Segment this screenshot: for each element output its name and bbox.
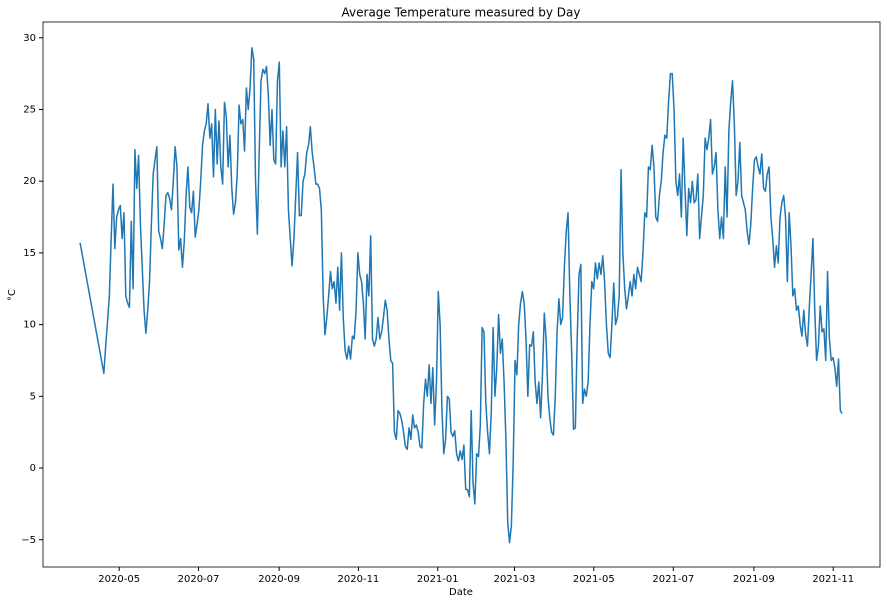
x-axis-label: Date [449, 587, 473, 598]
y-tick-label: 20 [23, 176, 36, 187]
chart-title: Average Temperature measured by Day [342, 6, 581, 20]
y-tick-label: 25 [23, 104, 36, 115]
y-tick-label: 15 [23, 248, 36, 259]
x-tick-label: 2021-01 [417, 574, 459, 585]
data-line [79, 47, 843, 544]
y-tick-label: 10 [23, 320, 36, 331]
x-tick-label: 2021-07 [652, 574, 694, 585]
x-tick-label: 2020-05 [98, 574, 140, 585]
x-tick-label: 2021-11 [812, 574, 854, 585]
y-tick-label: 5 [30, 391, 36, 402]
x-tick-label: 2020-11 [338, 574, 380, 585]
y-tick-label: 0 [30, 463, 36, 474]
x-tick-label: 2021-03 [494, 574, 536, 585]
x-tick-label: 2020-09 [258, 574, 300, 585]
x-tick-label: 2021-09 [733, 574, 775, 585]
y-axis-label: °C [7, 289, 18, 301]
y-tick-label: −5 [21, 535, 36, 546]
x-tick-label: 2020-07 [178, 574, 220, 585]
plot-frame [42, 21, 881, 568]
y-tick-label: 30 [23, 33, 36, 44]
x-tick-label: 2021-05 [573, 574, 615, 585]
